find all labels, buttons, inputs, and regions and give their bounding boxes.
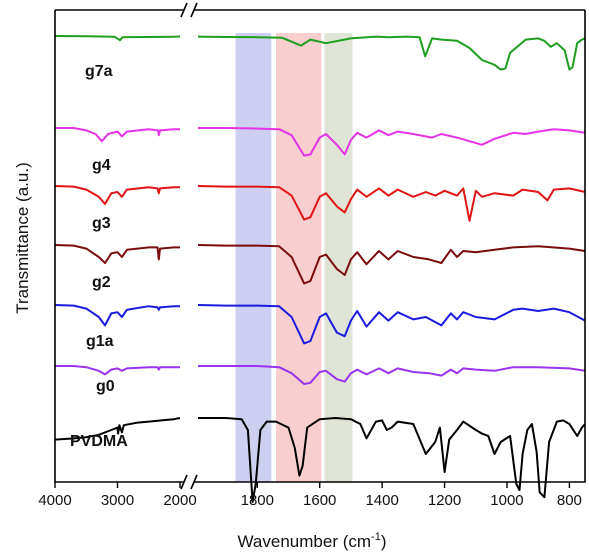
series-label-g2: g2 <box>92 274 111 291</box>
axis-break-gap-0 <box>184 2 194 18</box>
series-line-g4-part2 <box>198 127 586 157</box>
axis-break-mark-0a <box>180 2 188 18</box>
axis-bottom-right-b <box>193 10 586 483</box>
series-label-g7a: g7a <box>85 63 113 80</box>
axis-break-mark-1b <box>190 474 198 490</box>
x-tick-label-800: 800 <box>557 492 582 509</box>
highlight-bands <box>235 33 353 482</box>
series-line-g7a-part1 <box>54 35 181 42</box>
highlight-band-1 <box>276 33 322 482</box>
series-line-g4-part1 <box>55 127 180 143</box>
x-axis-label-main: Wavenumber (cm <box>238 532 372 551</box>
series-line-g3-part1 <box>54 185 180 205</box>
x-tick-label-3000: 3000 <box>101 492 134 509</box>
x-tick-label-1200: 1200 <box>428 492 461 509</box>
x-ticks: 4000 3000 2000 1800 1600 1400 1200 1000 800 <box>38 482 582 509</box>
series-line-g0-part1 <box>55 365 180 376</box>
x-tick-label-1000: 1000 <box>490 492 523 509</box>
series-line-g1a-part2 <box>197 304 586 345</box>
highlight-band-0 <box>235 33 272 482</box>
series-label-PVDMA: PVDMA <box>70 433 128 450</box>
series-label-g3: g3 <box>92 215 111 232</box>
axis-break-gap-1 <box>184 474 194 490</box>
x-tick-label-4000: 4000 <box>38 492 71 509</box>
series-label-g0: g0 <box>96 378 115 395</box>
series-label-g4: g4 <box>92 157 111 174</box>
x-tick-label-1600: 1600 <box>303 492 336 509</box>
series-line-g0-part2 <box>198 365 586 385</box>
series-line-g7a-part2 <box>197 35 586 71</box>
axis-break-mark-0b <box>190 2 198 18</box>
x-tick-label-2000: 2000 <box>163 492 196 509</box>
series-line-g1a-part1 <box>54 304 180 327</box>
series-line-g2-part1 <box>54 244 180 264</box>
y-axis-label: Transmittance (a.u.) <box>13 162 32 313</box>
series-labels: g7a g4 g3 g2 g1a g0 PVDMA <box>70 63 128 450</box>
x-axis-label-sup: -1 <box>371 531 381 543</box>
x-axis-label: Wavenumber (cm-1) <box>238 531 387 551</box>
series-line-PVDMA-part2 <box>198 417 586 503</box>
series-line-g2-part2 <box>197 244 586 285</box>
axis-break-mark-1a <box>180 474 188 490</box>
spectra-lines <box>54 35 586 503</box>
x-tick-label-1800: 1800 <box>241 492 274 509</box>
series-label-g1a: g1a <box>86 333 114 350</box>
x-tick-label-1400: 1400 <box>365 492 398 509</box>
x-axis-label-close: ) <box>381 532 387 551</box>
series-line-g3-part2 <box>197 185 586 222</box>
series-line-PVDMA-part1 <box>54 417 181 441</box>
